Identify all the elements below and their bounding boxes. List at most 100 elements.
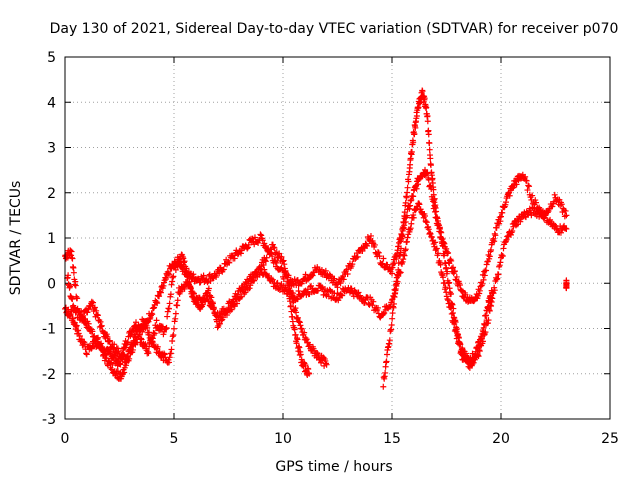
data-point xyxy=(374,304,381,311)
data-point xyxy=(241,289,248,296)
data-point xyxy=(237,250,244,257)
data-point xyxy=(408,220,415,227)
data-point xyxy=(169,337,176,344)
x-tick-label: 25 xyxy=(601,431,619,447)
data-point xyxy=(225,259,232,266)
data-point xyxy=(162,325,169,332)
data-point xyxy=(83,351,90,358)
data-point xyxy=(501,204,508,211)
data-point xyxy=(442,260,449,267)
x-tick-label: 20 xyxy=(492,431,510,447)
data-point xyxy=(306,370,313,377)
data-point xyxy=(259,237,266,244)
data-point xyxy=(448,290,455,297)
data-point xyxy=(495,271,502,278)
data-point xyxy=(485,303,492,310)
data-point xyxy=(314,350,321,357)
data-point xyxy=(500,245,507,252)
data-point xyxy=(98,322,105,329)
data-point xyxy=(442,284,449,291)
data-point xyxy=(292,305,299,312)
data-point xyxy=(251,277,258,284)
data-point xyxy=(130,337,137,344)
data-point xyxy=(334,284,341,291)
y-tick-label: 5 xyxy=(47,50,56,66)
data-point xyxy=(194,301,201,308)
data-point xyxy=(404,184,411,191)
data-point xyxy=(384,261,391,268)
data-point xyxy=(343,266,350,273)
data-point xyxy=(187,284,194,291)
data-point xyxy=(370,298,377,305)
data-point xyxy=(154,292,161,299)
data-point xyxy=(381,310,388,317)
data-point xyxy=(153,298,160,305)
data-point xyxy=(169,274,176,281)
data-point xyxy=(435,250,442,257)
data-point xyxy=(340,276,347,283)
data-point xyxy=(144,324,151,331)
data-point xyxy=(428,234,435,241)
data-point xyxy=(367,232,374,239)
data-point xyxy=(288,308,295,315)
data-point xyxy=(503,236,510,243)
data-point xyxy=(348,285,355,292)
data-point xyxy=(456,281,463,288)
data-point xyxy=(220,305,227,312)
data-point xyxy=(374,249,381,256)
data-point xyxy=(443,245,450,252)
data-point xyxy=(198,302,205,309)
data-point xyxy=(88,298,95,305)
data-point xyxy=(431,195,438,202)
data-point xyxy=(394,272,401,279)
data-point xyxy=(380,383,387,390)
data-point xyxy=(413,112,420,119)
data-point xyxy=(395,266,402,273)
data-point xyxy=(554,225,561,232)
data-point xyxy=(444,296,451,303)
data-point xyxy=(136,326,143,333)
data-point xyxy=(200,272,207,279)
data-point xyxy=(151,330,158,337)
data-point xyxy=(465,363,472,370)
data-point xyxy=(448,265,455,272)
data-point xyxy=(400,256,407,263)
data-point xyxy=(433,208,440,215)
data-point xyxy=(182,269,189,276)
data-point xyxy=(162,276,169,283)
data-point xyxy=(496,262,503,269)
data-point xyxy=(451,268,458,275)
data-point xyxy=(111,341,118,348)
data-point xyxy=(177,289,184,296)
x-axis-label: GPS time / hours xyxy=(275,459,392,475)
data-point xyxy=(422,213,429,220)
grid xyxy=(65,57,610,419)
data-point xyxy=(246,285,253,292)
data-point xyxy=(68,308,75,315)
data-point xyxy=(291,326,298,333)
data-point xyxy=(70,269,77,276)
data-point xyxy=(488,303,495,310)
data-point xyxy=(74,295,81,302)
data-point xyxy=(128,346,135,353)
data-point xyxy=(97,318,104,325)
data-point xyxy=(65,272,72,279)
data-point xyxy=(80,316,87,323)
data-point xyxy=(166,271,173,278)
data-point xyxy=(294,314,301,321)
x-tick-label: 10 xyxy=(274,431,292,447)
data-point xyxy=(301,329,308,336)
data-point xyxy=(76,333,83,340)
data-point xyxy=(180,259,187,266)
data-point xyxy=(73,322,80,329)
data-point xyxy=(255,239,262,246)
data-point xyxy=(213,274,220,281)
data-point xyxy=(168,346,175,353)
y-tick-label: 1 xyxy=(47,231,56,247)
data-point xyxy=(424,113,431,120)
data-point xyxy=(507,231,514,238)
data-point xyxy=(389,297,395,304)
data-point xyxy=(106,337,113,344)
data-point xyxy=(146,315,153,322)
data-point xyxy=(181,285,188,292)
